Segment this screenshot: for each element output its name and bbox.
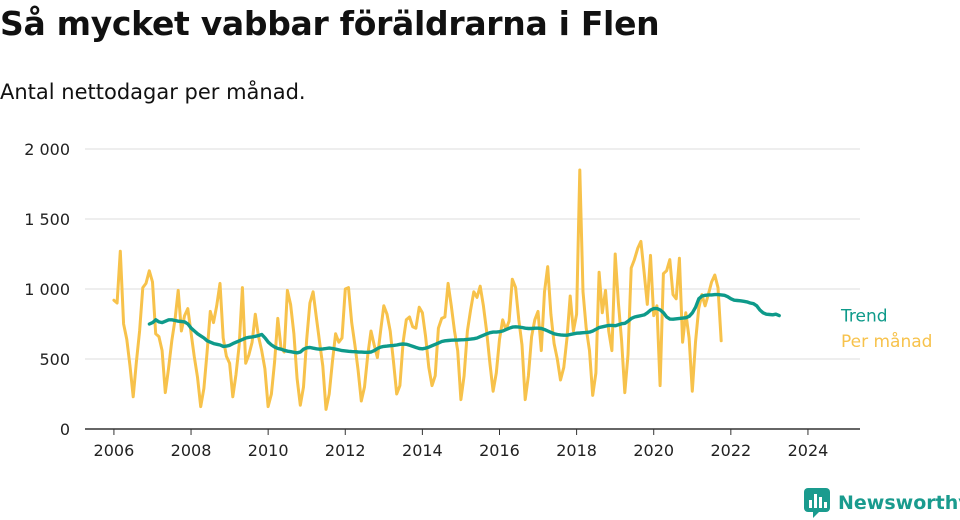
y-tick-label: 500 [39,350,70,369]
monthly-label: Per månad [841,331,932,352]
y-tick-label: 2 000 [24,140,70,159]
x-tick-label: 2022 [710,441,751,460]
bar-chart-logo-icon [804,488,830,518]
trend-label: Trend [840,307,888,327]
x-tick-label: 2020 [633,441,674,460]
trend-line [147,292,781,355]
y-tick-label: 1 000 [24,280,70,299]
x-tick-label: 2010 [248,441,289,460]
x-tick-label: 2018 [556,441,597,460]
x-tick-label: 2024 [788,441,829,460]
brand-name: Newsworthy [838,492,960,514]
grid-lines [85,148,860,360]
page-title: Så mycket vabbar föräldrarna i Flen [0,4,660,43]
y-tick-label: 1 500 [24,210,70,229]
monthly-line [112,168,723,411]
y-tick-label: 0 [60,420,70,439]
series-labels: Trend Per månad [840,307,932,352]
x-tick-label: 2008 [171,441,212,460]
x-tick-label: 2006 [94,441,135,460]
x-tick-label: 2014 [402,441,443,460]
x-axis-ticks: 2006 2008 2010 2012 2014 2016 2018 2020 2022 2024 [94,429,829,460]
series-lines [112,168,781,411]
page-subtitle: Antal nettodagar per månad. [0,80,306,104]
x-tick-label: 2016 [479,441,520,460]
x-tick-label: 2012 [325,441,366,460]
brand-logo: Newsworthy [804,488,960,518]
y-axis-ticks: 0 500 1 000 1 500 2 000 [24,140,70,439]
